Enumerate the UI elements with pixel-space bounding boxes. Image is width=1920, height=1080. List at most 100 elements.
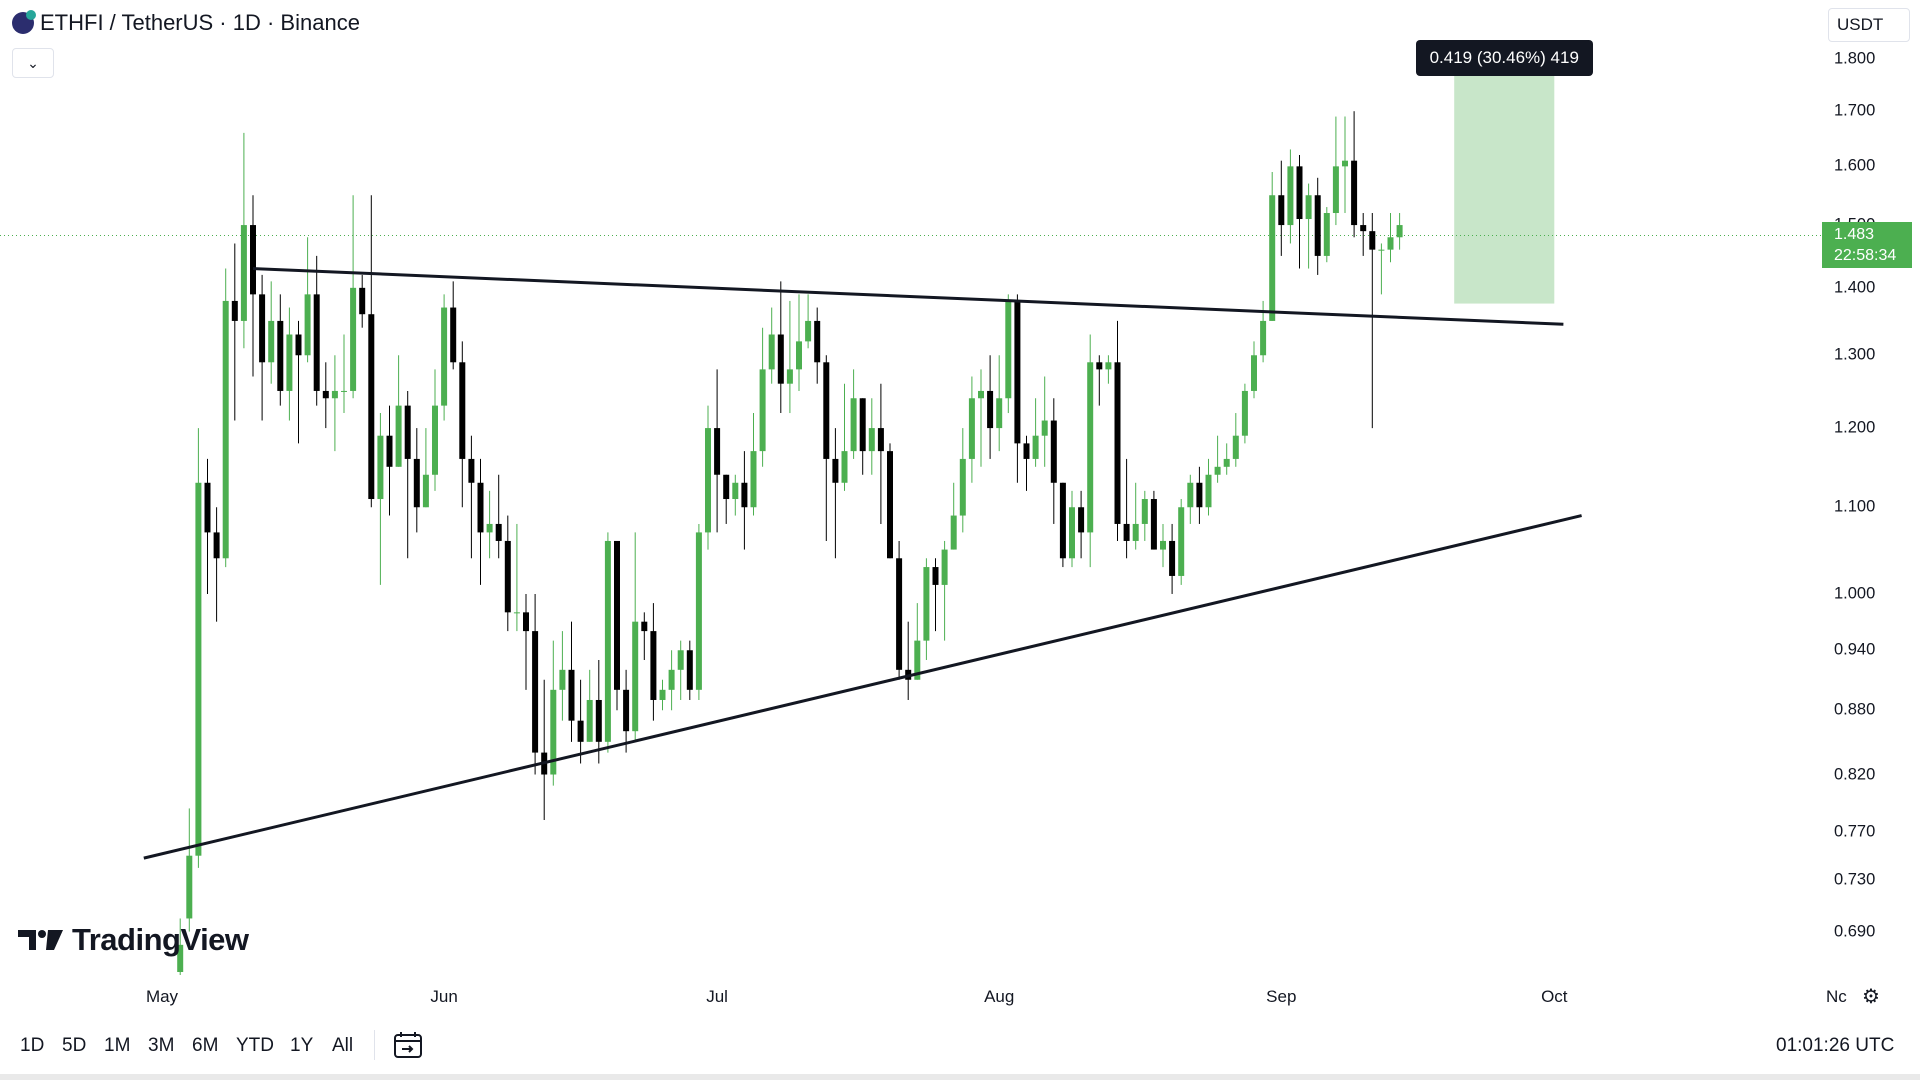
candle-down (650, 631, 657, 700)
candle-up (1005, 300, 1012, 399)
price-tick-label: 1.000 (1834, 584, 1876, 603)
time-tick-label: Jun (430, 987, 458, 1006)
range-button-1m[interactable]: 1M (104, 1035, 131, 1056)
candle-up (1323, 213, 1330, 256)
candle-up (732, 482, 739, 500)
candle-up (750, 451, 757, 508)
candle-up (1223, 458, 1230, 467)
candle-down (204, 482, 211, 533)
gear-icon[interactable]: ⚙ (1862, 985, 1880, 1008)
symbol-legend[interactable]: ETHFI / TetherUS · 1D · Binance (12, 10, 360, 36)
candle-up (268, 320, 275, 363)
chevron-down-icon: ⌄ (27, 54, 39, 71)
candle-up (377, 435, 384, 500)
candle-up (1041, 420, 1048, 436)
candle-up (422, 474, 429, 508)
candle-down (413, 458, 420, 508)
price-axis[interactable]: 1.8001.7001.6001.5001.4001.3001.2001.100… (1822, 0, 1920, 975)
candle-up (1269, 195, 1276, 321)
candle-up (286, 334, 293, 391)
time-tick-label: Jul (706, 987, 728, 1006)
candle-up (550, 689, 557, 775)
candle-down (459, 362, 466, 459)
time-tick-label: May (145, 987, 179, 1006)
trendline-lower-support (143, 514, 1582, 860)
chart-canvas[interactable] (0, 0, 1822, 1000)
price-tick-label: 1.400 (1834, 278, 1876, 297)
price-tick-label: 1.200 (1834, 418, 1876, 437)
legend-collapse-button[interactable]: ⌄ (12, 48, 54, 78)
candle-up (705, 428, 711, 533)
candle-down (595, 699, 602, 742)
candle-up (350, 287, 357, 391)
candle-down (814, 320, 821, 363)
candle-down (568, 669, 575, 721)
candle-down (887, 451, 893, 559)
candle-down (1314, 195, 1321, 256)
last-price-label: 1.483 22:58:34 (1822, 222, 1912, 269)
watermark-text: TradingView (72, 922, 249, 957)
candle-up (850, 398, 857, 452)
candle-down (932, 567, 939, 585)
candle-up (677, 650, 684, 670)
candle-up (1132, 523, 1139, 541)
range-button-ytd[interactable]: YTD (236, 1035, 274, 1056)
range-button-3m[interactable]: 3M (148, 1035, 175, 1056)
candle-up (1160, 540, 1166, 550)
candle-down (614, 540, 620, 690)
candle-up (695, 532, 702, 690)
candle-up (868, 428, 875, 452)
candle-down (1351, 160, 1358, 226)
price-tick-label: 1.300 (1834, 345, 1876, 364)
currency-button[interactable]: USDT (1828, 8, 1910, 42)
candle-down (295, 334, 302, 356)
candle-down (1078, 507, 1085, 533)
utc-clock[interactable]: 01:01:26 UTC (1776, 1035, 1895, 1056)
bottom-toolbar: 1D 5D 1M 3M 6M YTD 1Y All (0, 1017, 1920, 1080)
calendar-icon[interactable] (392, 1030, 424, 1060)
candle-up (1187, 482, 1194, 508)
bar-countdown: 22:58:34 (1834, 247, 1897, 265)
candle-up (968, 398, 975, 459)
candle-up (432, 405, 438, 475)
candle-down (1096, 362, 1103, 370)
candle-up (759, 369, 766, 452)
candle-up (1251, 355, 1257, 391)
time-tick-label: Nc (1826, 987, 1847, 1006)
candle-down (832, 458, 839, 483)
range-button-6m[interactable]: 6M (192, 1035, 219, 1056)
time-axis[interactable]: May Jun Jul Aug Sep Oct Nc (0, 975, 1920, 1018)
candle-up (978, 390, 984, 399)
range-button-5d[interactable]: 5D (62, 1035, 87, 1056)
candle-down (823, 362, 830, 459)
candle-down (386, 435, 393, 467)
candle-up (1105, 362, 1112, 370)
tradingview-logo-icon (18, 930, 63, 950)
candle-down (1059, 482, 1066, 559)
candle-up (486, 523, 493, 533)
candle-up (1232, 435, 1239, 459)
time-tick-label: Aug (984, 987, 1015, 1006)
range-button-all[interactable]: All (332, 1035, 354, 1056)
candle-down (523, 612, 529, 632)
price-tick-label: 1.100 (1834, 497, 1876, 516)
candle-up (1378, 249, 1385, 251)
measure-tooltip: 0.419 (30.46%) 419 (1415, 40, 1593, 76)
candle-up (395, 405, 402, 467)
candle-down (1169, 540, 1176, 576)
candle-up (805, 320, 812, 342)
candle-up (1305, 195, 1312, 220)
candlestick-chart (0, 61, 1822, 1000)
tradingview-watermark[interactable]: TradingView (18, 922, 249, 958)
candle-down (359, 287, 366, 315)
measure-range-box (1454, 61, 1555, 304)
candle-up (331, 390, 338, 399)
candle-up (441, 307, 448, 406)
candle-down (404, 405, 411, 459)
candle-up (1342, 160, 1348, 167)
range-button-1d[interactable]: 1D (20, 1035, 45, 1056)
candle-up (1141, 499, 1148, 524)
range-button-1y[interactable]: 1Y (290, 1035, 314, 1056)
candle-down (259, 294, 266, 363)
symbol-title: ETHFI / TetherUS · 1D · Binance (40, 10, 360, 35)
